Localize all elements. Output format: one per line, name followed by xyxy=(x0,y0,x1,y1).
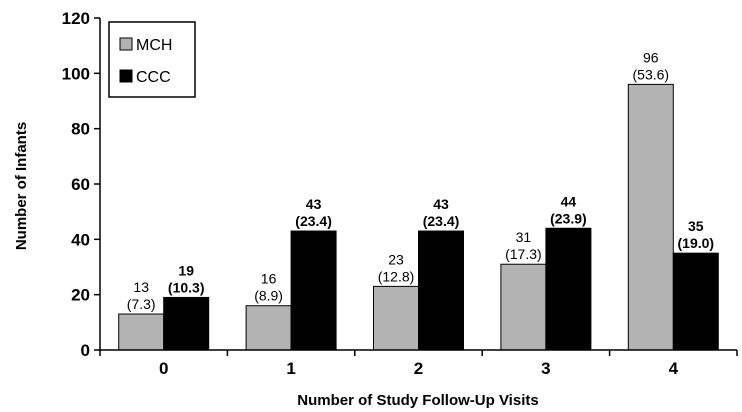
x-axis-title: Number of Study Follow-Up Visits xyxy=(297,392,538,409)
legend-label-mch: MCH xyxy=(136,37,172,54)
x-tick-label: 0 xyxy=(159,359,168,378)
y-tick-label: 120 xyxy=(62,9,90,28)
data-label-percent: (7.3) xyxy=(127,296,156,312)
data-label-value: 13 xyxy=(133,279,149,295)
data-label-percent: (23.4) xyxy=(295,213,332,229)
data-label-percent: (8.9) xyxy=(254,288,283,304)
data-label-percent: (53.6) xyxy=(633,66,670,82)
legend-box xyxy=(108,21,196,98)
data-label-percent: (23.9) xyxy=(550,210,587,226)
bar-ccc-1 xyxy=(290,230,337,351)
data-label-percent: (12.8) xyxy=(378,268,415,284)
bar-mch-0 xyxy=(118,313,165,351)
data-labels-layer: 13(7.3) 16(8.9) 23(12.8) 31(17.3) 96(53.6) 19… xyxy=(127,49,714,312)
y-tick-label: 60 xyxy=(71,175,90,194)
bar-ccc-2 xyxy=(418,230,464,351)
y-tick-label: 0 xyxy=(81,341,90,360)
x-tick-label: 3 xyxy=(541,359,550,378)
data-label-value: 35 xyxy=(688,218,704,234)
data-label-value: 43 xyxy=(433,196,449,212)
y-tick-label: 40 xyxy=(71,230,90,249)
data-label-value: 19 xyxy=(178,262,194,278)
x-tick-label: 2 xyxy=(414,359,423,378)
data-label-value: 96 xyxy=(643,49,659,65)
data-label-value: 44 xyxy=(561,193,577,209)
bar-mch-2 xyxy=(373,285,419,351)
bar-mch-3 xyxy=(500,263,547,351)
legend-swatch-ccc xyxy=(119,69,133,83)
legend-label-ccc: CCC xyxy=(136,69,171,86)
bar-ccc-4 xyxy=(672,252,719,351)
x-ticks-layer: 0 1 2 3 4 xyxy=(99,350,738,378)
bar-mch-4 xyxy=(627,83,674,351)
data-label-percent: (10.3) xyxy=(168,279,205,295)
x-tick-label: 1 xyxy=(286,359,295,378)
bar-mch-1 xyxy=(245,305,292,351)
y-ticks-layer: 0 20 40 60 80 100 120 xyxy=(62,9,100,360)
y-tick-label: 80 xyxy=(71,120,90,139)
data-label-percent: (23.4) xyxy=(423,213,460,229)
legend-swatch-mch xyxy=(119,37,133,51)
bar-ccc-3 xyxy=(545,227,592,351)
data-label-value: 43 xyxy=(306,196,322,212)
data-label-percent: (19.0) xyxy=(678,235,715,251)
data-label-value: 31 xyxy=(516,229,532,245)
y-tick-label: 100 xyxy=(62,64,90,83)
legend: MCH CCC xyxy=(108,21,196,98)
y-tick-label: 20 xyxy=(71,286,90,305)
x-tick-label: 4 xyxy=(669,359,679,378)
y-axis-title: Number of Infants xyxy=(13,122,30,250)
data-label-value: 16 xyxy=(261,271,277,287)
data-label-percent: (17.3) xyxy=(505,246,542,262)
bar-ccc-0 xyxy=(163,296,210,351)
data-label-value: 23 xyxy=(388,251,404,267)
bars-layer xyxy=(118,83,719,351)
